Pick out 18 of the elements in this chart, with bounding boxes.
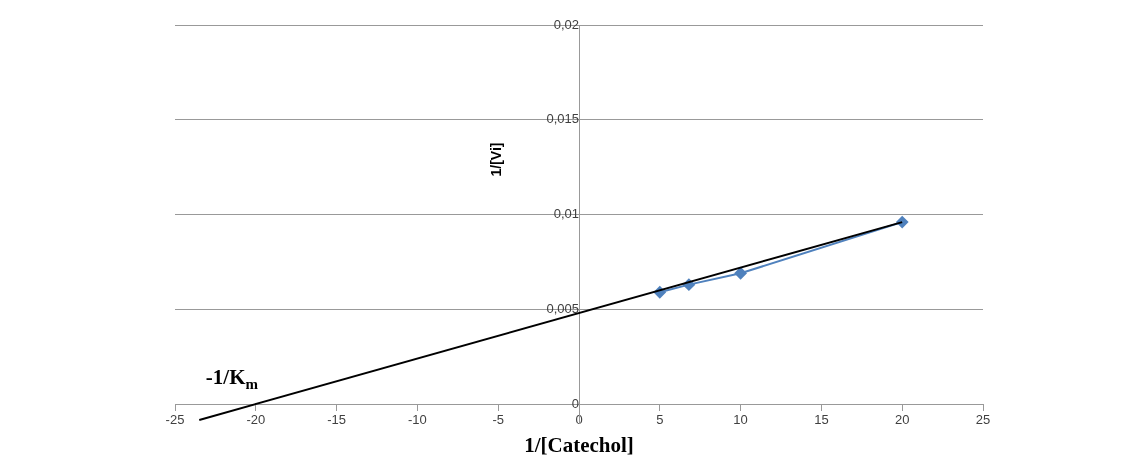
x-tick-label: 25 (975, 412, 991, 428)
x-tick-label: -10 (408, 412, 427, 428)
y-tick-label: 0,005 (546, 300, 579, 316)
x-tick-label: -20 (246, 412, 266, 428)
x-tick-label: -25 (165, 412, 185, 428)
x-tick-label: 10 (733, 412, 748, 428)
y-tick-label: 0,015 (546, 111, 579, 127)
y-tick-label: 0 (571, 395, 579, 411)
x-tick-label: 5 (656, 412, 664, 428)
point (734, 267, 747, 280)
y-tick-label: 0,02 (553, 16, 579, 32)
x-axis-title: 1/[Catechol] (524, 432, 634, 457)
y-axis-title: 1/[Vi] (488, 142, 504, 177)
x-tick-label: -15 (327, 412, 346, 428)
y-tick-label: 0,01 (553, 206, 579, 222)
x-tick-label: -5 (492, 412, 504, 428)
x-tick-label: 20 (894, 412, 910, 428)
x-tick-label: 15 (814, 412, 829, 428)
